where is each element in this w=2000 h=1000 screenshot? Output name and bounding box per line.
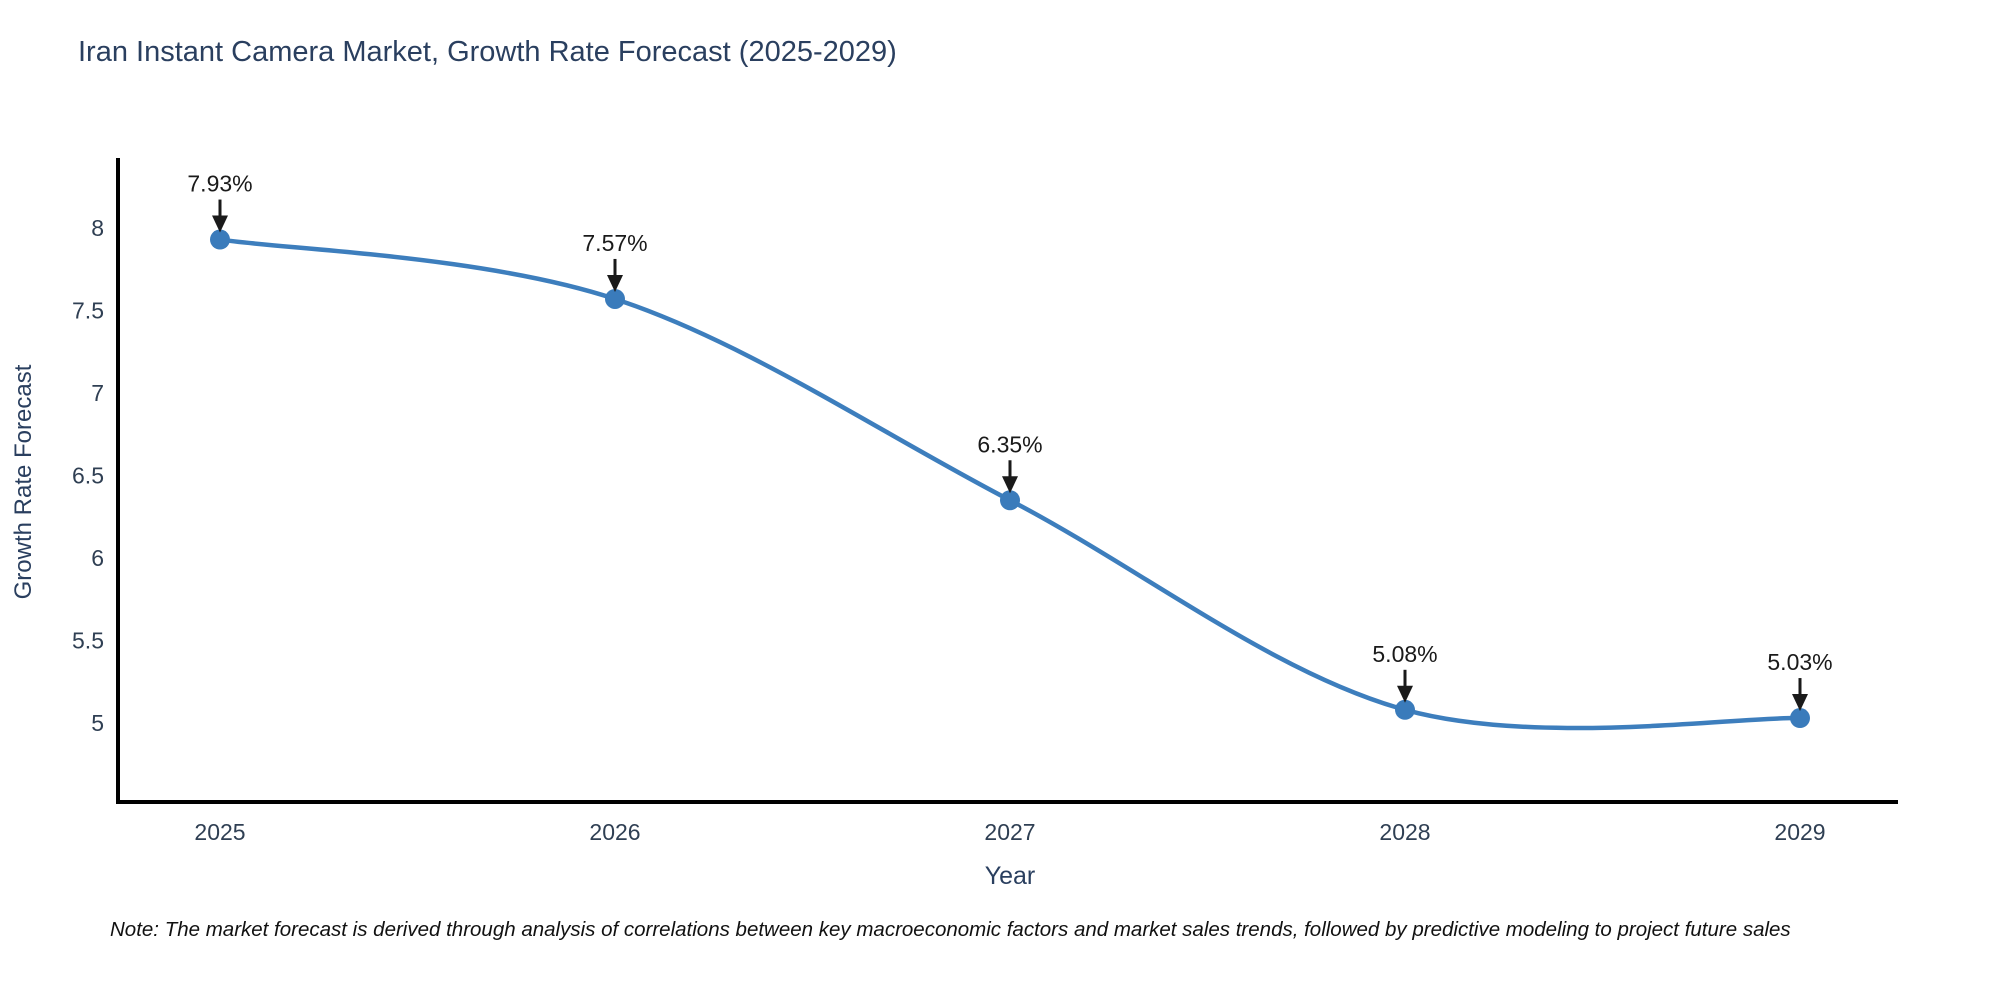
x-axis-ticks: 2025 2026 2027 2028 2029 (194, 819, 1825, 845)
y-tick-label: 7.5 (72, 298, 104, 324)
y-tick-label: 6 (91, 545, 104, 571)
y-tick-label: 6.5 (72, 463, 104, 489)
chart-title: Iran Instant Camera Market, Growth Rate … (78, 36, 897, 68)
x-axis-title: Year (984, 862, 1036, 890)
x-tick-label: 2029 (1774, 819, 1825, 845)
data-point (1395, 699, 1415, 720)
annotation-arrow-head (1792, 694, 1808, 712)
data-point (1790, 708, 1810, 729)
x-tick-label: 2026 (589, 819, 640, 845)
annotation-label: 6.35% (977, 431, 1042, 457)
x-tick-label: 2025 (194, 819, 245, 845)
annotation-arrow-head (1397, 685, 1413, 703)
annotation-arrow-head (607, 274, 623, 292)
data-point (1000, 490, 1020, 511)
annotation-label: 5.08% (1372, 641, 1437, 667)
annotation-arrow-head (1002, 476, 1018, 494)
x-tick-label: 2027 (984, 819, 1035, 845)
x-tick-label: 2028 (1379, 819, 1430, 845)
point-annotations: 7.93% 7.57% 6.35% 5.08% 5.03% (187, 171, 1833, 712)
y-tick-label: 5.5 (72, 628, 104, 654)
y-tick-label: 5 (91, 710, 104, 736)
data-point (605, 288, 625, 309)
footnote: Note: The market forecast is derived thr… (110, 918, 1791, 941)
annotation-label: 5.03% (1767, 649, 1832, 675)
y-axis-title: Growth Rate Forecast (10, 364, 37, 600)
y-axis-ticks: 8 7.5 7 6.5 6 5.5 5 (72, 215, 104, 736)
y-tick-label: 7 (91, 380, 104, 406)
annotation-arrow-head (212, 215, 228, 233)
annotation-label: 7.57% (582, 230, 647, 256)
data-point (210, 229, 230, 250)
annotation-label: 7.93% (187, 171, 252, 197)
y-tick-label: 8 (91, 215, 104, 241)
series-points (210, 229, 1810, 729)
